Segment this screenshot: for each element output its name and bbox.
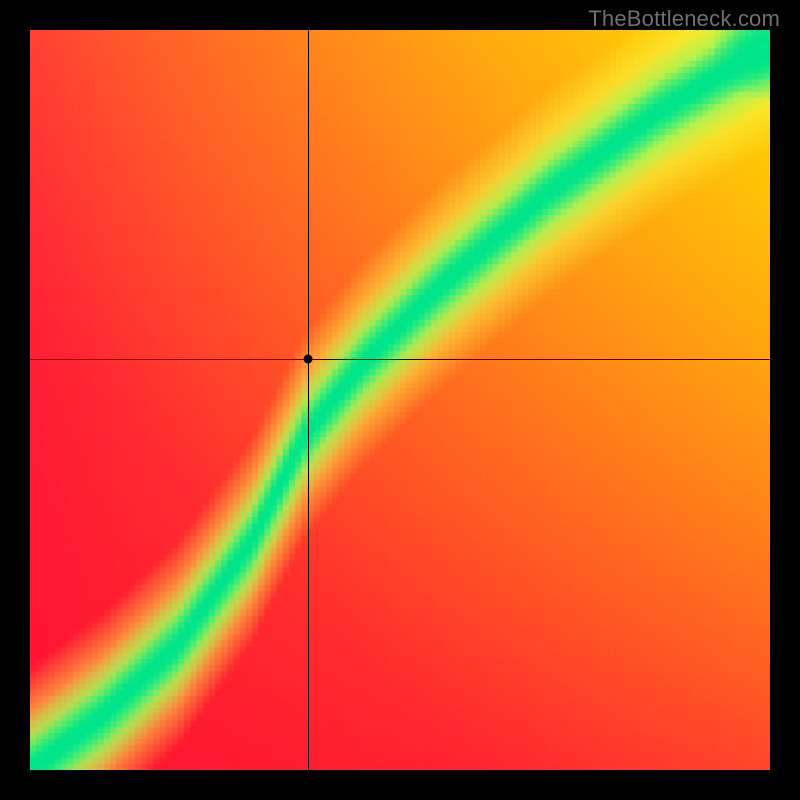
chart-container: TheBottleneck.com [0,0,800,800]
chart-frame [0,0,800,800]
crosshair-horizontal [30,359,770,360]
crosshair-vertical [308,30,309,770]
watermark-text: TheBottleneck.com [588,6,780,32]
crosshair-marker [303,355,312,364]
heatmap-canvas [30,30,770,770]
